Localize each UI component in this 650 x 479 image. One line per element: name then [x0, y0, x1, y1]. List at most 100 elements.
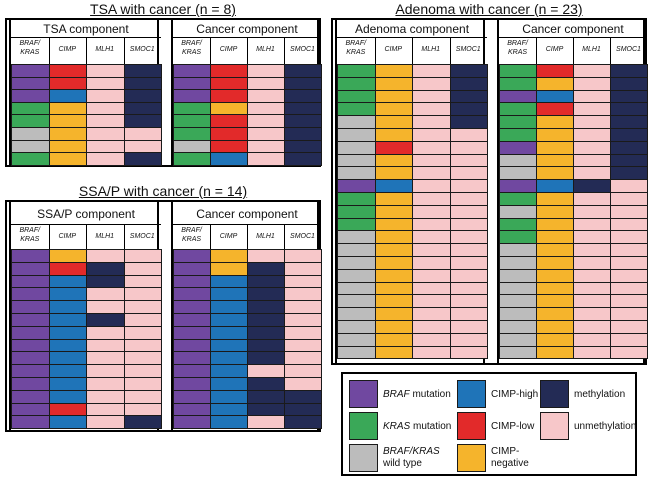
- cell-braf-kras-kras: [499, 128, 537, 142]
- header-column-divider: [573, 37, 574, 64]
- cell-smoc1-meth: [284, 415, 322, 430]
- cell-cimp-cimp-neg: [374, 89, 413, 104]
- cell-mlh1-unmeth: [573, 102, 611, 117]
- cell-mlh1-meth: [247, 389, 285, 404]
- cell-cimp-cimp-low: [210, 64, 248, 78]
- cell-mlh1-unmeth: [247, 101, 285, 116]
- cell-braf-kras-braf: [11, 325, 50, 340]
- header-column-divider: [284, 224, 285, 249]
- tsa-cancer-component-title: Cancer component: [196, 22, 298, 36]
- cell-mlh1-unmeth: [412, 204, 451, 219]
- cell-smoc1-unmeth: [123, 313, 162, 327]
- cell-braf-kras-kras: [173, 114, 211, 128]
- cell-smoc1-meth: [123, 89, 162, 103]
- cell-smoc1-meth: [449, 64, 488, 78]
- cell-smoc1-meth: [123, 64, 162, 78]
- cell-smoc1-meth: [284, 114, 322, 128]
- cell-braf-kras-braf: [11, 338, 50, 353]
- header-column-divider: [123, 37, 125, 64]
- cell-cimp-cimp-neg: [374, 76, 413, 91]
- cell-smoc1-unmeth: [123, 377, 162, 391]
- cell-cimp-cimp-high: [48, 338, 87, 353]
- cell-cimp-cimp-high: [536, 89, 574, 104]
- cell-braf-kras-wt: [499, 204, 537, 219]
- cell-cimp-cimp-neg: [536, 256, 574, 270]
- cell-braf-kras-wt: [337, 140, 376, 155]
- column-header-smoc1: SMOC1: [455, 46, 481, 53]
- cell-mlh1-unmeth: [573, 332, 611, 347]
- cell-cimp-cimp-neg: [536, 332, 574, 347]
- tsa-component-table: TSA component BRAF/ KRAS CIMP MLH1 SMOC1: [9, 20, 162, 166]
- cell-smoc1-meth: [610, 166, 648, 181]
- cell-mlh1-meth: [247, 338, 285, 353]
- legend-cimp-low-label: CIMP-low: [491, 421, 535, 432]
- cell-cimp-cimp-neg: [374, 192, 413, 206]
- cell-mlh1-unmeth: [412, 345, 451, 360]
- cell-smoc1-unmeth: [123, 127, 162, 141]
- cell-cimp-cimp-neg: [374, 281, 413, 296]
- cell-smoc1-unmeth: [449, 204, 488, 219]
- cell-cimp-cimp-neg: [536, 166, 574, 181]
- column-header-cimp: CIMP: [545, 46, 564, 53]
- cell-cimp-cimp-low: [536, 102, 574, 117]
- cell-cimp-cimp-high: [210, 274, 248, 289]
- cell-smoc1-meth: [284, 389, 322, 404]
- cell-mlh1-unmeth: [247, 152, 285, 166]
- column-header-mlh1: MLH1: [256, 46, 275, 53]
- cell-cimp-cimp-neg: [374, 64, 413, 78]
- cell-cimp-cimp-neg: [374, 320, 413, 334]
- cell-mlh1-unmeth: [86, 152, 125, 166]
- cell-mlh1-unmeth: [86, 114, 125, 128]
- cell-braf-kras-wt: [337, 230, 376, 245]
- cell-smoc1-unmeth: [610, 332, 648, 347]
- cell-braf-kras-wt: [337, 268, 376, 283]
- cell-smoc1-unmeth: [610, 243, 648, 257]
- cell-mlh1-unmeth: [573, 140, 611, 155]
- cell-mlh1-unmeth: [412, 332, 451, 347]
- cell-cimp-cimp-neg: [374, 115, 413, 129]
- cell-cimp-cimp-neg: [536, 294, 574, 309]
- cell-cimp-cimp-high: [48, 377, 87, 391]
- column-header-braf-kras: BRAF/ KRAS: [345, 40, 367, 56]
- cell-cimp-cimp-high: [48, 325, 87, 340]
- cell-mlh1-meth: [86, 274, 125, 289]
- cell-mlh1-meth: [86, 261, 125, 276]
- cell-cimp-cimp-neg: [210, 101, 248, 116]
- legend-wt-gene: BRAF/KRAS: [383, 446, 440, 457]
- cell-cimp-cimp-high: [48, 287, 87, 302]
- cell-braf-kras-braf: [11, 300, 50, 314]
- cell-braf-kras-kras: [173, 127, 211, 141]
- adenoma-panel: Adenoma component BRAF/ KRAS CIMP MLH1 SMOC…: [331, 18, 648, 365]
- cell-mlh1-meth: [86, 313, 125, 327]
- cell-cimp-cimp-neg: [536, 268, 574, 283]
- cell-smoc1-unmeth: [284, 287, 322, 302]
- cell-mlh1-unmeth: [412, 76, 451, 91]
- column-header-mlh1: MLH1: [421, 46, 441, 53]
- cell-cimp-cimp-neg: [374, 166, 413, 181]
- legend-braf-rest: mutation: [409, 389, 451, 400]
- cell-mlh1-unmeth: [86, 76, 125, 91]
- cell-mlh1-unmeth: [412, 192, 451, 206]
- column-header-mlh1: MLH1: [256, 233, 275, 240]
- cell-mlh1-unmeth: [86, 377, 125, 391]
- cell-smoc1-unmeth: [123, 402, 162, 417]
- legend-kras-label: KRAS mutation: [383, 421, 451, 433]
- ssa-cancer-component-title: Cancer component: [196, 207, 298, 221]
- cell-cimp-cimp-low: [374, 140, 413, 155]
- cell-mlh1-unmeth: [573, 230, 611, 245]
- ssa-component-table: SSA/P component BRAF/ KRAS CIMP MLH1 SMOC1: [9, 202, 162, 430]
- cell-braf-kras-braf: [11, 351, 50, 366]
- cell-braf-kras-braf: [173, 415, 211, 430]
- cell-smoc1-unmeth: [449, 140, 488, 155]
- cell-braf-kras-braf: [11, 274, 50, 289]
- header-column-divider: [610, 37, 611, 64]
- header-column-divider: [449, 37, 451, 64]
- cell-mlh1-unmeth: [573, 153, 611, 168]
- cell-smoc1-unmeth: [610, 230, 648, 245]
- ssa-component-title: SSA/P component: [37, 207, 135, 221]
- cell-smoc1-unmeth: [449, 179, 488, 193]
- header-column-divider: [247, 37, 248, 64]
- cell-smoc1-unmeth: [449, 128, 488, 142]
- cell-cimp-cimp-low: [210, 127, 248, 141]
- cell-cimp-cimp-neg: [374, 268, 413, 283]
